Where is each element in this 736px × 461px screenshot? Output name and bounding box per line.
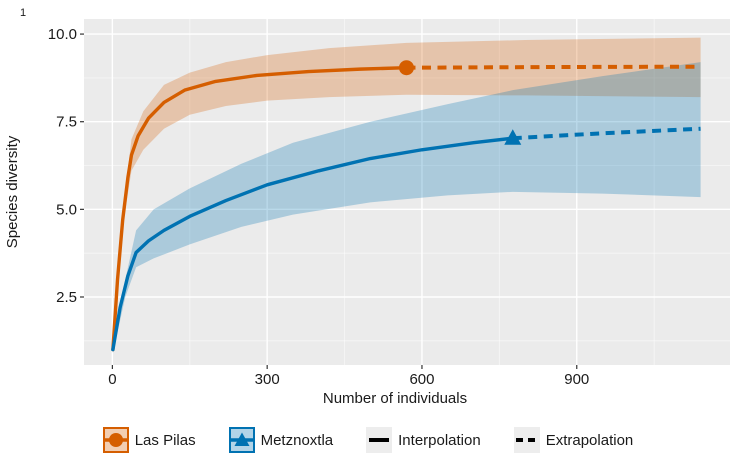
y-axis-title: Species diversity <box>4 135 21 249</box>
legend-key-extrapolation <box>513 427 540 453</box>
plot-area: 0 300 600 900 2.5 5.0 7.5 10.0 <box>48 19 730 388</box>
ribbon-metznoxtla <box>112 62 701 354</box>
legend-key-glyph <box>102 427 129 453</box>
observed-marker-las-pilas <box>398 60 414 76</box>
legend-item-las-pilas: Las Pilas <box>102 427 196 453</box>
legend-label-metznoxtla: Metznoxtla <box>260 431 334 449</box>
x-tick-label: 0 <box>108 371 116 388</box>
y-tick-label: 2.5 <box>56 289 77 306</box>
y-tick-label: 7.5 <box>56 114 77 131</box>
extrapolation-line-metznoxtla <box>512 126 701 141</box>
legend-key-glyph <box>513 427 540 453</box>
interpolation-line-metznoxtla <box>111 136 515 352</box>
plot-panel <box>84 19 730 365</box>
legend-key-interpolation <box>366 427 393 453</box>
legend-item-interpolation: Interpolation <box>366 427 481 453</box>
observed-marker-metznoxtla <box>504 129 522 145</box>
x-axis-title: Number of individuals <box>322 390 468 407</box>
legend-label-interpolation: Interpolation <box>398 431 481 449</box>
y-tick-label: 5.0 <box>56 201 77 218</box>
y-tick-label: 10.0 <box>48 26 77 43</box>
legend-item-extrapolation: Extrapolation <box>513 427 634 453</box>
ribbon-las-pilas <box>112 37 701 352</box>
legend-key-metznoxtla <box>228 427 255 453</box>
legend-label-las-pilas: Las Pilas <box>134 431 196 449</box>
legend-key-las-pilas <box>102 427 129 453</box>
facet-tag: 1 <box>20 7 27 19</box>
legend: Las Pilas Metznoxtla Interpolation Extra… <box>0 424 736 456</box>
triangle-marker-icon <box>234 432 250 446</box>
x-tick-label: 600 <box>409 371 434 388</box>
extrapolation-line-las-pilas <box>406 64 701 70</box>
interpolation-line-las-pilas <box>111 66 409 352</box>
legend-label-extrapolation: Extrapolation <box>545 431 634 449</box>
legend-key-glyph <box>228 427 255 453</box>
legend-item-metznoxtla: Metznoxtla <box>228 427 334 453</box>
x-tick-label: 300 <box>255 371 280 388</box>
legend-key-glyph <box>366 427 393 453</box>
circle-marker-icon <box>108 433 123 447</box>
x-tick-label: 900 <box>564 371 589 388</box>
